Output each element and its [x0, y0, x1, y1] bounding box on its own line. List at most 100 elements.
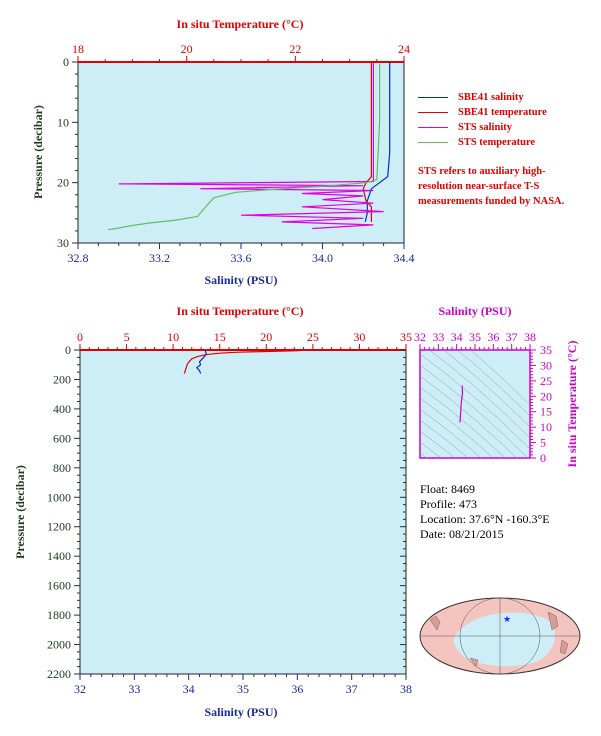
bottom-chart-temperature-axis: 0 5 10 15 20 25 30 35 [77, 330, 412, 351]
info-profile: Profile: 473 [420, 497, 477, 511]
tick-label: 25 [307, 330, 319, 344]
legend-item-sts-temperature: STS temperature [418, 137, 535, 148]
tick-label: 1400 [47, 549, 71, 563]
info-date: Date: 08/21/2015 [420, 527, 504, 541]
density-contour [420, 397, 494, 458]
series-line-sbe41-salinity [364, 62, 391, 223]
legend-label: SBE41 salinity [458, 92, 524, 103]
tick-label: 32.8 [68, 251, 89, 265]
density-contour [470, 350, 530, 406]
tick-label: 32 [74, 682, 86, 696]
map-graticule [420, 597, 580, 675]
tick-label: 5 [124, 330, 130, 344]
tick-label: 35 [237, 682, 249, 696]
top-chart-series [107, 62, 391, 231]
series-line-sbe41-temperature [183, 349, 302, 374]
density-contour [420, 375, 518, 458]
top-profile-chart: In situ Temperature (°C) 18 20 22 24 32.8 33… [31, 17, 415, 287]
tick-label: 0 [540, 451, 546, 465]
float-location-marker: ★ [503, 614, 511, 624]
tick-label: 38 [400, 682, 412, 696]
tick-label: 37 [346, 682, 358, 696]
legend-swatch [418, 142, 448, 144]
map-landmasses [429, 611, 569, 667]
tick-label: 30 [57, 236, 69, 250]
tick-label: 15 [540, 405, 552, 419]
density-contour [443, 350, 530, 428]
tick-label: 30 [353, 330, 365, 344]
tick-label: 1600 [47, 579, 71, 593]
series-line-sbe41-salinity [195, 349, 207, 374]
top-chart-pressure-axis: 0 10 20 30 [57, 55, 78, 250]
density-contour [420, 408, 482, 458]
tick-label: 20 [540, 389, 552, 403]
legend-swatch [418, 97, 448, 99]
bottom-chart-top-axis-label: In situ Temperature (°C) [177, 304, 304, 318]
bottom-chart-pressure-axis: 0 200 400 600 800 1000 1200 1400 1600 1800 2000 220… [47, 343, 406, 681]
tick-label: 25 [540, 374, 552, 388]
tick-label: 22 [289, 42, 301, 56]
tick-label: 18 [72, 42, 84, 56]
legend-item-sbe41-salinity: SBE41 salinity [418, 92, 524, 103]
tick-label: 36 [291, 682, 303, 696]
tick-label: 34.0 [312, 251, 333, 265]
ts-series [459, 385, 464, 423]
top-chart-bottom-axis-label: Salinity (PSU) [204, 273, 277, 287]
tick-label: 34.4 [394, 251, 415, 265]
bottom-chart-y-axis-label: Pressure (decibar) [13, 465, 27, 559]
density-contour [429, 350, 530, 439]
tick-label: 400 [53, 402, 71, 416]
density-contour [420, 364, 529, 458]
tick-label: 0 [65, 343, 71, 357]
tick-label: 33.6 [231, 251, 252, 265]
tick-label: 37 [506, 330, 518, 344]
density-contour [420, 430, 456, 458]
density-contour [420, 441, 442, 458]
tick-label: 0 [63, 55, 69, 69]
tick-label: 1800 [47, 608, 71, 622]
legend-swatch [418, 127, 448, 129]
tick-label: 24 [398, 42, 410, 56]
top-chart-top-axis-label: In situ Temperature (°C) [177, 17, 304, 31]
bottom-chart-salinity-axis: 32 33 34 35 36 37 38 [74, 674, 412, 696]
tick-label: 10 [540, 420, 552, 434]
tick-label: 35 [400, 330, 412, 344]
series-line-sts-salinity [118, 63, 384, 230]
legend-label: STS temperature [458, 137, 536, 148]
tick-label: 35 [469, 330, 481, 344]
tick-label: 800 [53, 461, 71, 475]
ts-curve [459, 385, 464, 423]
ts-top-axis-label: Salinity (PSU) [438, 304, 511, 318]
tick-label: 20 [260, 330, 272, 344]
tick-label: 36 [487, 330, 499, 344]
legend-label: STS salinity [458, 122, 512, 133]
top-chart-plot-area [77, 61, 405, 244]
info-location: Location: 37.6°N -160.3°E [420, 512, 550, 526]
ts-diagram: Salinity (PSU) 32 33 34 35 36 37 38 3530252015… [414, 304, 579, 468]
tick-label: 200 [53, 372, 71, 386]
tick-label: 20 [57, 176, 69, 190]
ts-right-axis-label: In situ Temperature (°C) [565, 341, 579, 468]
tick-label: 30 [540, 358, 552, 372]
tick-label: 35 [540, 343, 552, 357]
tick-label: 33 [128, 682, 140, 696]
tick-label: 2200 [47, 667, 71, 681]
legend-item-sbe41-temperature: SBE41 temperature [418, 107, 547, 118]
top-chart-temperature-axis: 18 20 22 24 [72, 42, 410, 63]
tick-label: 10 [167, 330, 179, 344]
tick-label: 1000 [47, 490, 71, 504]
tick-label: 20 [181, 42, 193, 56]
bottom-profile-chart: In situ Temperature (°C) 0 5 10 15 20 25 30 35 … [13, 304, 412, 719]
legend-note: STS refers to auxiliary high-resolution … [418, 166, 565, 207]
bottom-chart-series [183, 349, 302, 374]
legend-label: SBE41 temperature [458, 107, 547, 118]
tick-label: 2000 [47, 638, 71, 652]
world-map: ★ [419, 597, 581, 675]
bottom-chart-plot-area [79, 349, 407, 675]
ts-density-contours [420, 350, 530, 458]
tick-label: 34 [183, 682, 195, 696]
top-chart-y-axis-label: Pressure (decibar) [31, 105, 45, 199]
tick-label: 32 [414, 330, 426, 344]
